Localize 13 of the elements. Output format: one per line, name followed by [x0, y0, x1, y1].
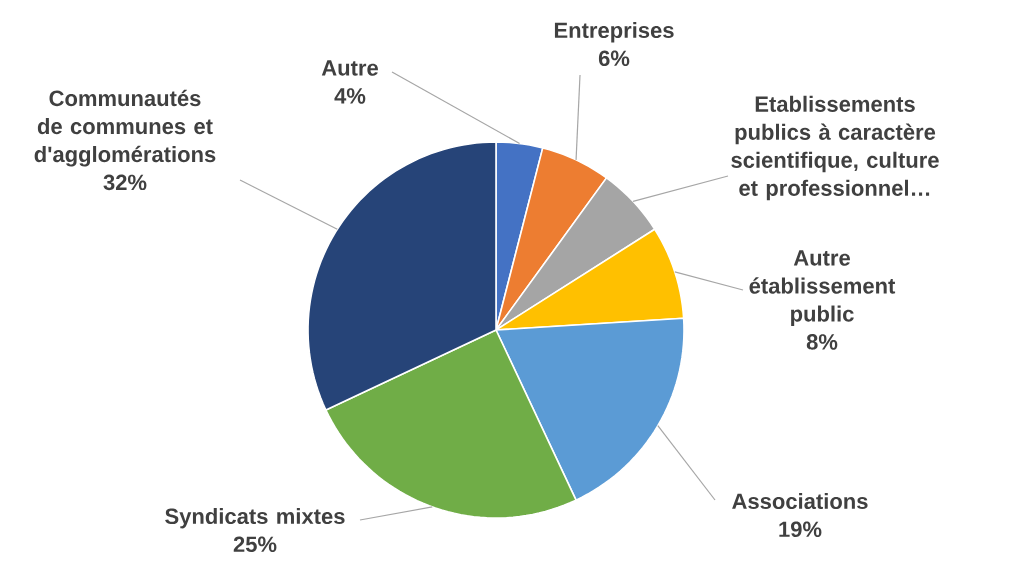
data-label: 8%	[806, 334, 838, 350]
slice-label: Communautés de communes et d'agglomérations	[34, 89, 216, 167]
data-label: 6%	[598, 50, 630, 67]
data-label: 19%	[779, 521, 822, 538]
data-label: 32%	[103, 174, 147, 191]
slice-label: Autre établissement public	[749, 250, 896, 327]
slice-label: Syndicats mixtes	[165, 507, 345, 529]
slice-label: Etablissements publics à caractère scientifique, culture et professionnel…	[731, 95, 939, 201]
slice-label: Associations	[732, 492, 868, 510]
data-label: 25%	[233, 536, 277, 553]
slice-label: Autre	[321, 60, 378, 76]
data-label: 4%	[334, 88, 366, 104]
slice-label: Entreprises	[554, 21, 674, 43]
